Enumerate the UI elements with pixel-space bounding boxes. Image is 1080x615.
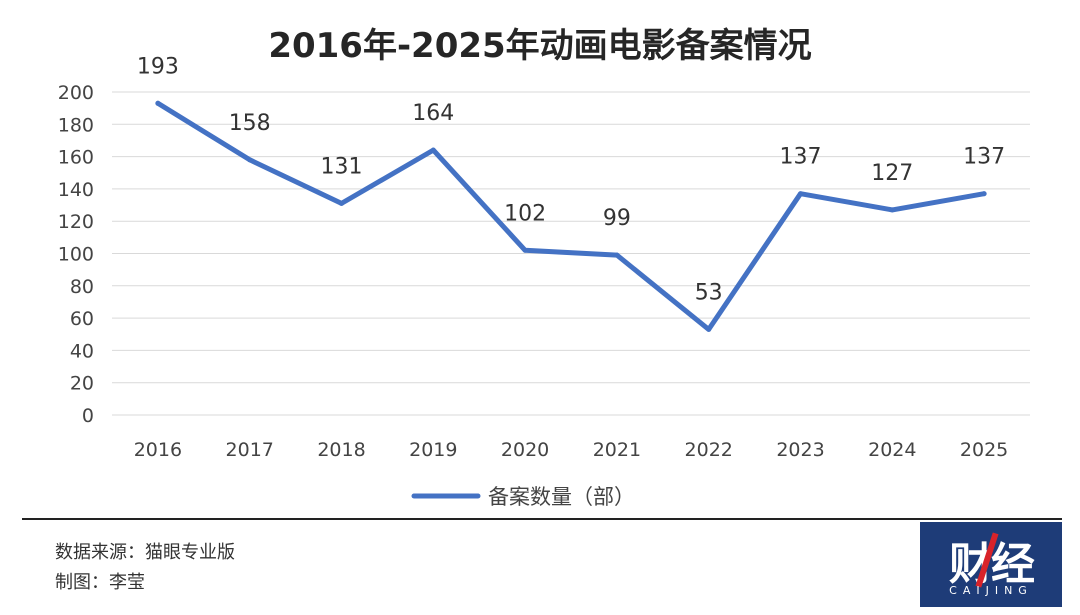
y-tick-label: 20 bbox=[70, 373, 94, 395]
footer-divider bbox=[22, 518, 1062, 520]
data-point bbox=[889, 207, 895, 213]
y-tick-label: 120 bbox=[58, 211, 94, 233]
line-chart: 0 20 40 60 80 100 120 140 160 180 200 2016 2017 2018… bbox=[58, 54, 1030, 509]
x-tick-label: 2016 bbox=[134, 439, 182, 461]
y-tick-label: 200 bbox=[58, 82, 94, 104]
x-tick-label: 2024 bbox=[868, 439, 916, 461]
x-tick-label: 2022 bbox=[685, 439, 733, 461]
x-tick-label: 2018 bbox=[317, 439, 365, 461]
data-point bbox=[155, 100, 161, 106]
legend: 备案数量（部） bbox=[411, 485, 635, 509]
data-label: 131 bbox=[321, 154, 363, 179]
y-tick-label: 60 bbox=[70, 308, 94, 330]
data-label: 193 bbox=[137, 54, 179, 79]
data-label: 127 bbox=[871, 161, 913, 186]
data-label: 164 bbox=[412, 101, 454, 126]
data-point bbox=[247, 157, 253, 163]
x-tick-label: 2020 bbox=[501, 439, 549, 461]
data-point bbox=[522, 247, 528, 253]
y-tick-label: 40 bbox=[70, 340, 94, 362]
x-tick-label: 2023 bbox=[776, 439, 824, 461]
y-tick-label: 160 bbox=[58, 147, 94, 169]
data-label: 158 bbox=[229, 111, 271, 136]
data-label: 137 bbox=[963, 145, 1005, 170]
x-tick-label: 2019 bbox=[409, 439, 457, 461]
data-point bbox=[798, 191, 803, 197]
y-tick-label: 100 bbox=[58, 244, 94, 266]
data-point bbox=[981, 191, 987, 197]
y-tick-label: 180 bbox=[58, 114, 94, 136]
data-label: 102 bbox=[504, 201, 546, 226]
chart-author: 制图：李莹 bbox=[55, 572, 145, 593]
x-tick-label: 2017 bbox=[226, 439, 274, 461]
data-label: 53 bbox=[695, 280, 723, 305]
x-tick-label: 2021 bbox=[593, 439, 641, 461]
chart-title: 2016年-2025年动画电影备案情况 bbox=[268, 26, 812, 66]
logo-subtext: CAIJING bbox=[949, 584, 1033, 597]
x-axis: 2016 2017 2018 2019 2020 2021 2022 2023 2024 2025 bbox=[134, 439, 1009, 461]
gridlines bbox=[112, 91, 1030, 416]
x-tick-label: 2025 bbox=[960, 439, 1008, 461]
data-source: 数据来源：猫眼专业版 bbox=[55, 542, 235, 563]
data-labels: 193 158 131 164 102 99 53 137 127 137 bbox=[137, 54, 1005, 305]
y-tick-label: 140 bbox=[58, 179, 94, 201]
data-label: 99 bbox=[603, 206, 631, 231]
data-point bbox=[430, 147, 436, 153]
data-label: 137 bbox=[780, 145, 822, 170]
data-point bbox=[614, 252, 620, 258]
series bbox=[155, 100, 987, 332]
series-line bbox=[155, 100, 987, 332]
caijing-logo: 财经 CAIJING bbox=[920, 522, 1062, 607]
y-axis: 0 20 40 60 80 100 120 140 160 180 200 bbox=[58, 82, 94, 427]
data-point bbox=[339, 200, 344, 206]
y-tick-label: 80 bbox=[70, 276, 94, 298]
data-point bbox=[706, 326, 712, 332]
y-tick-label: 0 bbox=[82, 405, 94, 427]
legend-label: 备案数量（部） bbox=[488, 485, 635, 509]
